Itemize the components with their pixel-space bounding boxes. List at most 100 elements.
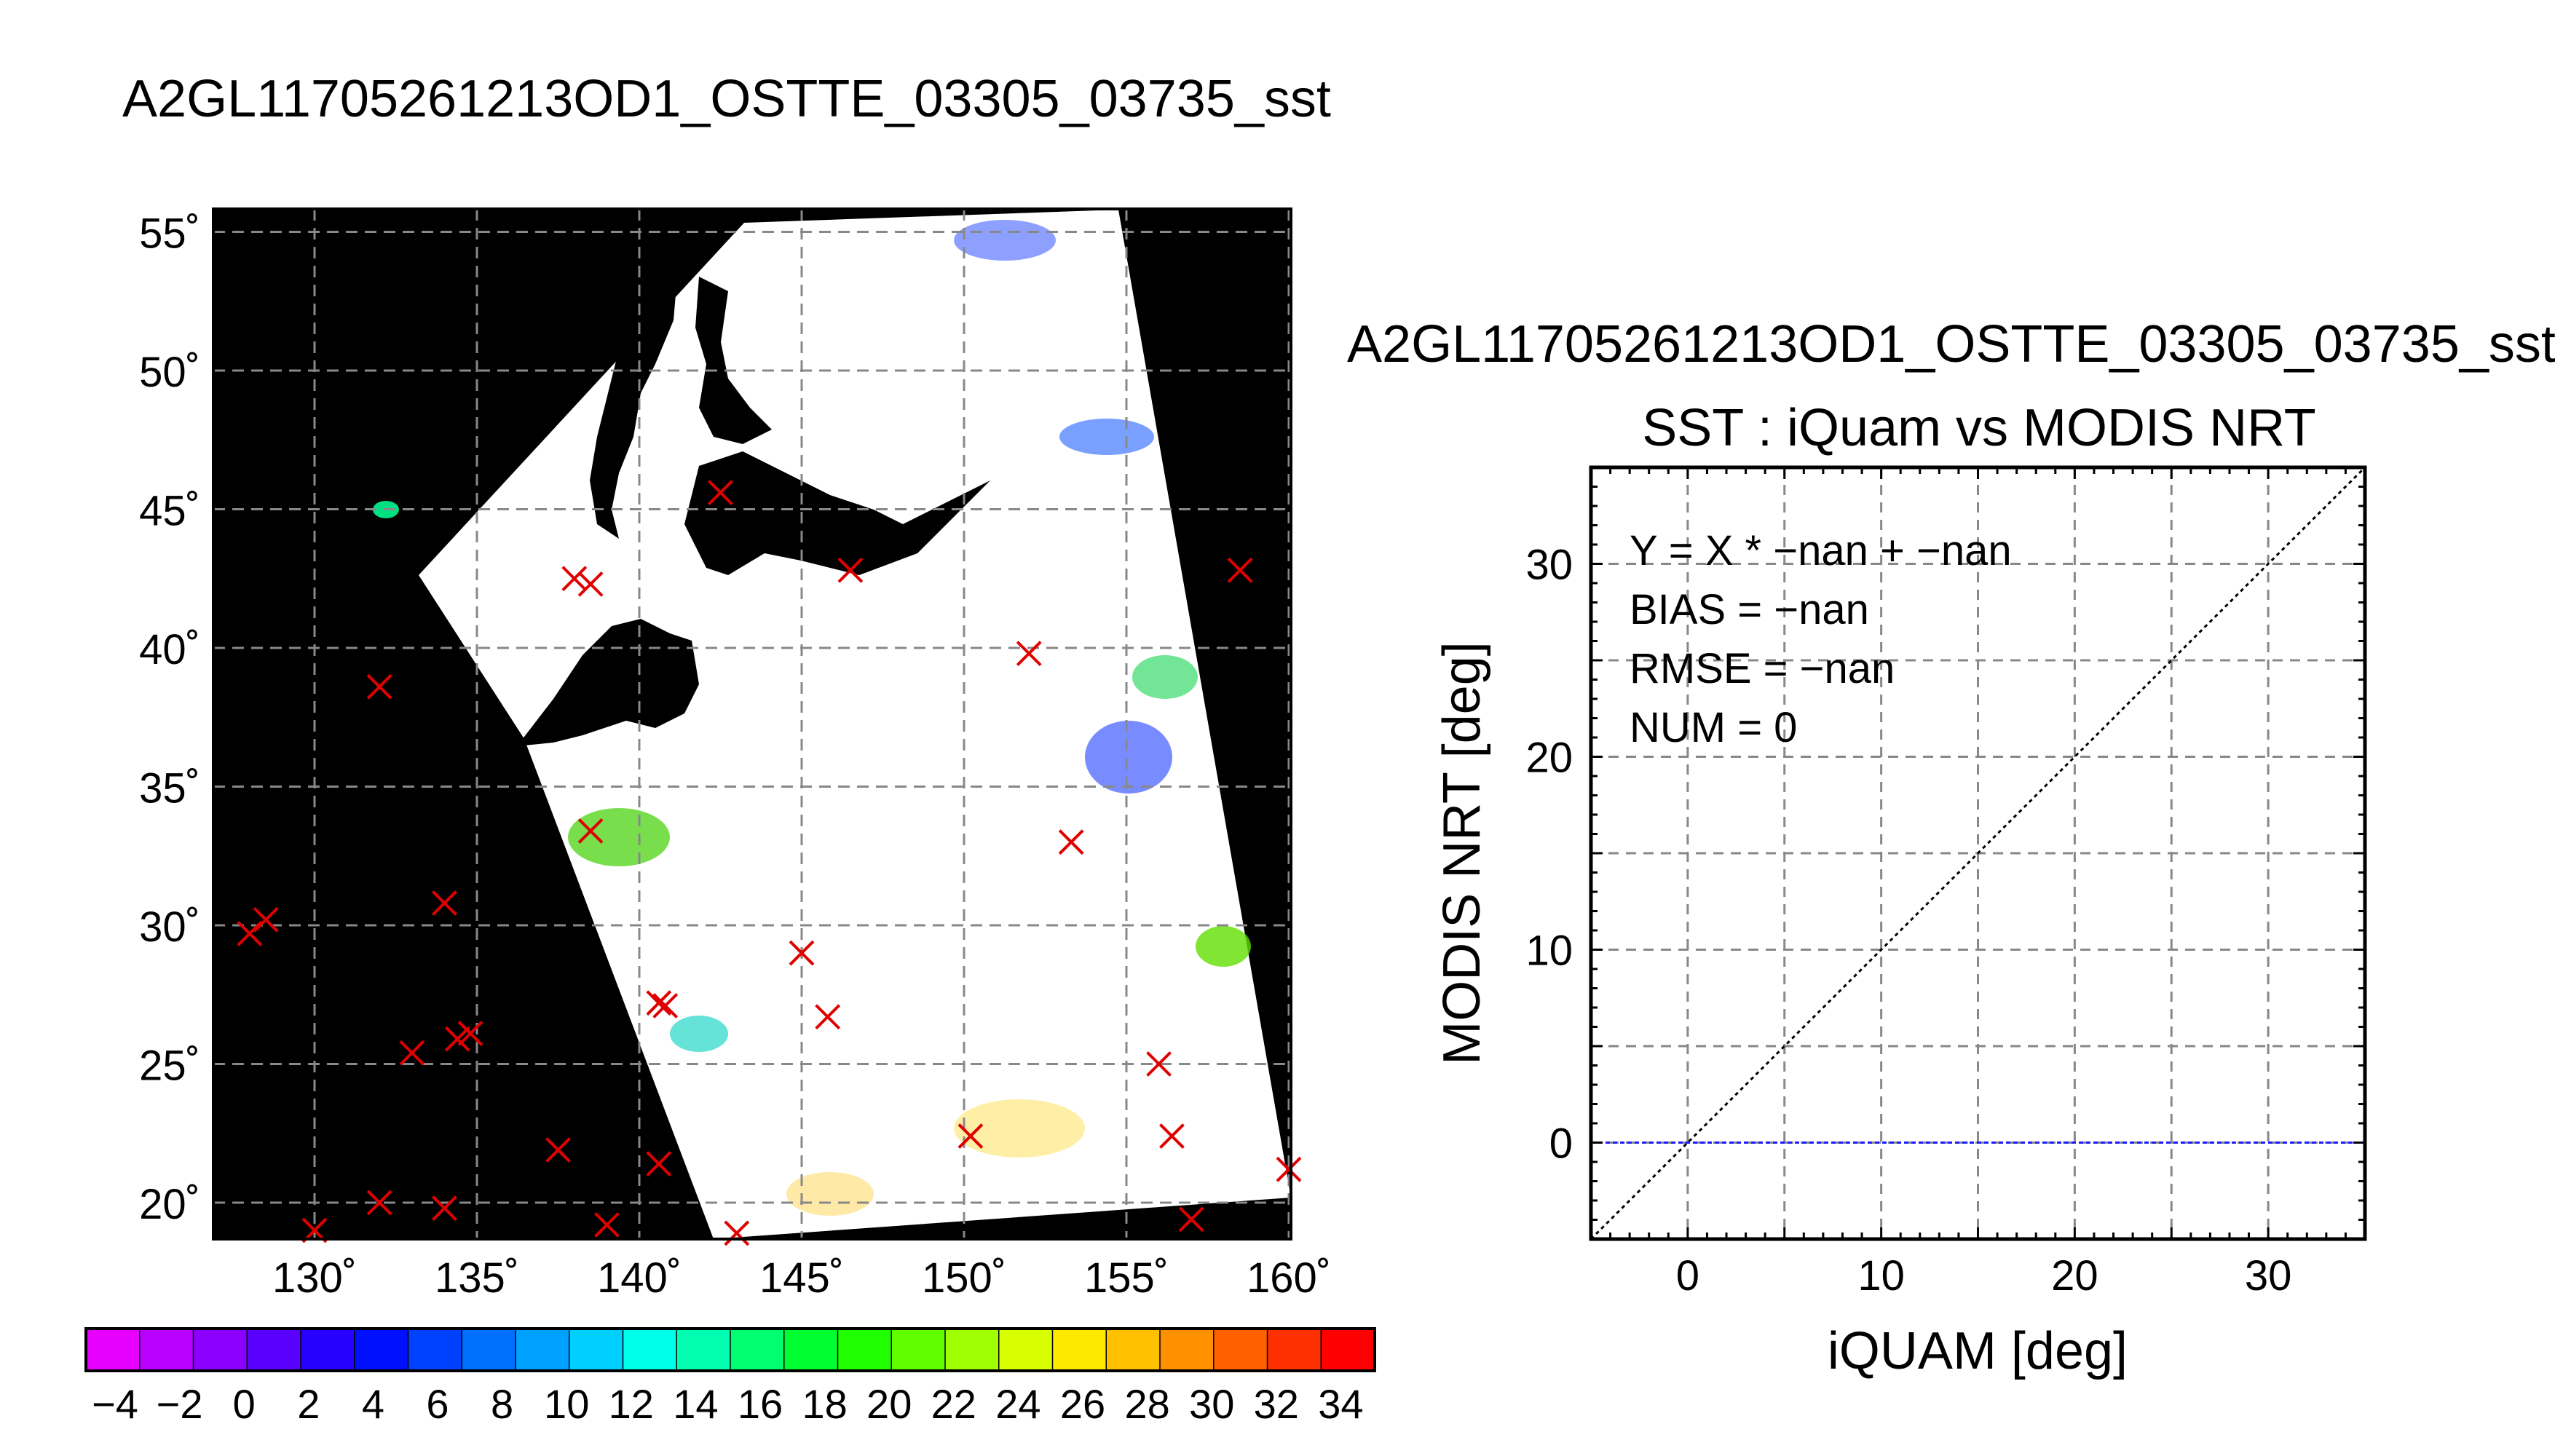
x-tick-label: 10 [1857, 1252, 1905, 1299]
latitude-tick-label: 25˚ [139, 1042, 200, 1090]
colorbar-tick-label: 10 [544, 1381, 589, 1427]
sst-patches [373, 220, 1251, 1216]
colorbar-segment [1267, 1329, 1322, 1371]
colorbar-segment [516, 1329, 570, 1371]
iquam-marker [789, 940, 815, 966]
iquam-marker [724, 1220, 750, 1246]
y-tick-label: 20 [1525, 735, 1573, 782]
colorbar-segment [462, 1329, 516, 1371]
longitude-tick-label: 145˚ [759, 1254, 844, 1302]
iquam-marker [815, 1004, 841, 1030]
colorbar-tick-label: 0 [233, 1381, 256, 1427]
sensor-swath [419, 210, 1291, 1239]
colorbar-tick-label: 28 [1124, 1381, 1169, 1427]
colorbar-segment [1321, 1329, 1375, 1371]
colorbar-segment [86, 1329, 141, 1371]
longitude-tick-label: 130˚ [272, 1254, 357, 1302]
iquam-marker [366, 673, 392, 700]
colorbar-segment [1213, 1329, 1268, 1371]
x-tick-label: 20 [2051, 1252, 2098, 1299]
colorbar-segment [301, 1329, 355, 1371]
longitude-tick-label: 140˚ [597, 1254, 682, 1302]
colorbar-tick-label: 2 [297, 1381, 320, 1427]
latitude-tick-labels: 55˚ 50˚ 45˚ 40˚ 35˚ 30˚ 25˚ 20˚ [139, 210, 200, 1229]
x-tick-label: 0 [1676, 1252, 1699, 1299]
colorbar [84, 1327, 1376, 1372]
iquam-marker [457, 1021, 483, 1047]
y-axis-label: MODIS NRT [deg] [1433, 641, 1491, 1065]
iquam-marker [646, 1151, 672, 1177]
longitude-tick-label: 160˚ [1247, 1254, 1331, 1302]
x-tick-labels: 0 10 20 30 [1676, 1252, 2292, 1299]
scatter-supertitle: A2GL11705261213OD1_OSTTE_03305_03735_sst [1347, 315, 2555, 373]
colorbar-segment [1106, 1329, 1161, 1371]
stats-line: RMSE = −nan [1630, 645, 1895, 692]
map-title: A2GL11705261213OD1_OSTTE_03305_03735_sst [122, 70, 1331, 128]
colorbar-segment [193, 1329, 248, 1371]
iquam-marker [366, 1190, 392, 1216]
x-axis-label: iQUAM [deg] [1828, 1322, 2128, 1380]
colorbar-tick-label: 12 [609, 1381, 654, 1427]
colorbar-segment [408, 1329, 462, 1371]
colorbar-frame [84, 1327, 1376, 1372]
colorbar-segment [569, 1329, 624, 1371]
iquam-marker [577, 818, 604, 844]
colorbar-segment [1160, 1329, 1215, 1371]
stats-line: NUM = 0 [1630, 704, 1797, 751]
iquam-marker [1016, 641, 1042, 667]
latitude-tick-label: 50˚ [139, 349, 200, 396]
colorbar-tick-label: 18 [802, 1381, 847, 1427]
iquam-marker [253, 906, 279, 933]
latitude-tick-label: 35˚ [139, 765, 200, 812]
colorbar-tick-label: 26 [1060, 1381, 1105, 1427]
colorbar-segment [837, 1329, 892, 1371]
colorbar-segment [891, 1329, 946, 1371]
iquam-marker [431, 890, 457, 916]
stats-line: BIAS = −nan [1630, 586, 1869, 633]
scatter-gridlines [1591, 467, 2365, 1239]
colorbar-tick-label: 14 [673, 1381, 718, 1427]
colorbar-segment [676, 1329, 731, 1371]
iquam-marker [545, 1137, 571, 1163]
map-frame [212, 207, 1292, 1241]
y-tick-label: 0 [1549, 1120, 1573, 1168]
colorbar-tick-label: 30 [1189, 1381, 1234, 1427]
longitude-tick-label: 155˚ [1084, 1254, 1169, 1302]
iquam-marker [577, 571, 604, 597]
colorbar-tick-label: 4 [362, 1381, 384, 1427]
land-masses [517, 240, 990, 746]
longitude-tick-label: 150˚ [922, 1254, 1006, 1302]
colorbar-tick-label: −2 [157, 1381, 203, 1427]
map-plot [212, 207, 1302, 1246]
map-gridlines [213, 209, 1291, 1239]
iquam-marker [837, 557, 864, 583]
colorbar-tick-label: 32 [1254, 1381, 1299, 1427]
scatter-frame [1589, 465, 2367, 1241]
iquam-marker [1178, 1206, 1204, 1233]
identity-line [1590, 466, 2366, 1241]
latitude-tick-label: 45˚ [139, 488, 200, 535]
scatter-plot: Y = X * −nan + −nan BIAS = −nan RMSE = −na… [1589, 465, 2367, 1241]
colorbar-segment [730, 1329, 785, 1371]
longitude-tick-labels: 130˚ 135˚ 140˚ 145˚ 150˚ 155˚ 160˚ [272, 1254, 1331, 1302]
iquam-marker [652, 993, 679, 1018]
iquam-marker [1159, 1123, 1185, 1149]
colorbar-tick-label: 8 [491, 1381, 513, 1427]
colorbar-tick-label: 24 [995, 1381, 1040, 1427]
iquam-marker [1276, 1156, 1302, 1182]
colorbar-tick-labels: −4 −2 0 2 4 6 8 10 12 14 16 18 20 22 24 26 28 30 32 34 [92, 1381, 1363, 1427]
latitude-tick-label: 20˚ [139, 1181, 200, 1228]
stats-line: Y = X * −nan + −nan [1630, 527, 2012, 574]
colorbar-segment [139, 1329, 194, 1371]
colorbar-tick-label: 6 [426, 1381, 449, 1427]
colorbar-segment [247, 1329, 301, 1371]
stats-box: Y = X * −nan + −nan BIAS = −nan RMSE = −na… [1630, 527, 2012, 751]
y-tick-labels: 0 10 20 30 [1525, 542, 1573, 1168]
latitude-tick-label: 30˚ [139, 903, 200, 951]
latitude-tick-label: 40˚ [139, 626, 200, 673]
iquam-marker [593, 1212, 620, 1238]
iquam-marker [1146, 1051, 1172, 1077]
colorbar-tick-label: 34 [1318, 1381, 1363, 1427]
colorbar-tick-label: 20 [866, 1381, 912, 1427]
